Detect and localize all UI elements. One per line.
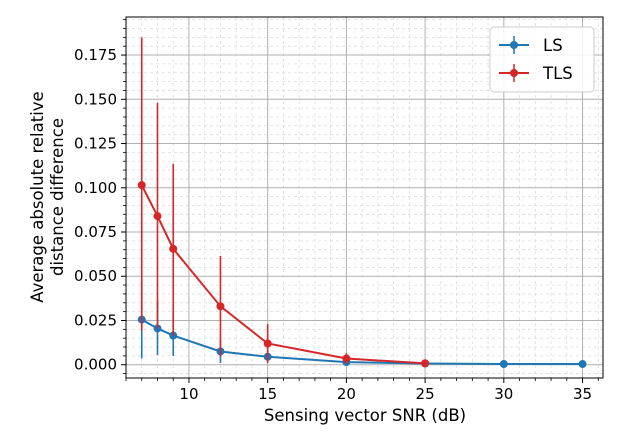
- legend: LS TLS: [489, 26, 595, 93]
- x-tick-label: 25: [416, 385, 435, 403]
- tls-point: [216, 302, 225, 311]
- legend-tls-marker: [510, 69, 518, 77]
- series-layer: [137, 37, 587, 369]
- tls-point: [263, 339, 272, 348]
- ls-point: [499, 360, 508, 369]
- x-tick-label: 15: [258, 385, 277, 403]
- series-tls: [137, 37, 430, 368]
- tls-point: [137, 181, 146, 190]
- y-axis-label-line-2: distance difference: [48, 118, 67, 276]
- y-tick-label: 0.025: [74, 311, 117, 329]
- y-tick-label: 0.000: [74, 356, 117, 374]
- y-axis-label-line-1: Average absolute relative: [28, 91, 47, 302]
- x-tick-labels: 10 15 20 25 30 35: [179, 385, 592, 403]
- legend-ls-marker: [510, 41, 518, 49]
- x-tick-label: 35: [573, 385, 592, 403]
- ticks-layer: [121, 19, 599, 383]
- x-tick-label: 30: [494, 385, 513, 403]
- x-axis-label: Sensing vector SNR (dB): [264, 406, 466, 425]
- legend-ls-label: LS: [543, 36, 563, 55]
- tls-point: [421, 359, 430, 368]
- legend-tls-label: TLS: [542, 64, 573, 83]
- tls-point: [169, 244, 178, 253]
- y-tick-label: 0.075: [74, 223, 117, 241]
- y-tick-label: 0.175: [74, 46, 117, 64]
- y-tick-label: 0.150: [74, 90, 117, 108]
- y-tick-label: 0.050: [74, 267, 117, 285]
- plot-frame: [125, 16, 604, 379]
- minor-grid: [125, 17, 603, 378]
- y-tick-label: 0.100: [74, 179, 117, 197]
- legend-box: [489, 26, 595, 93]
- y-tick-labels: 0.000 0.025 0.050 0.075 0.100 0.125 0.150 0.175: [74, 46, 117, 374]
- major-grid: [126, 17, 603, 378]
- y-tick-label: 0.125: [74, 135, 117, 153]
- tls-point: [342, 354, 351, 363]
- ls-point: [578, 360, 587, 369]
- x-tick-label: 20: [337, 385, 356, 403]
- x-tick-label: 10: [179, 385, 198, 403]
- tls-point: [153, 212, 162, 221]
